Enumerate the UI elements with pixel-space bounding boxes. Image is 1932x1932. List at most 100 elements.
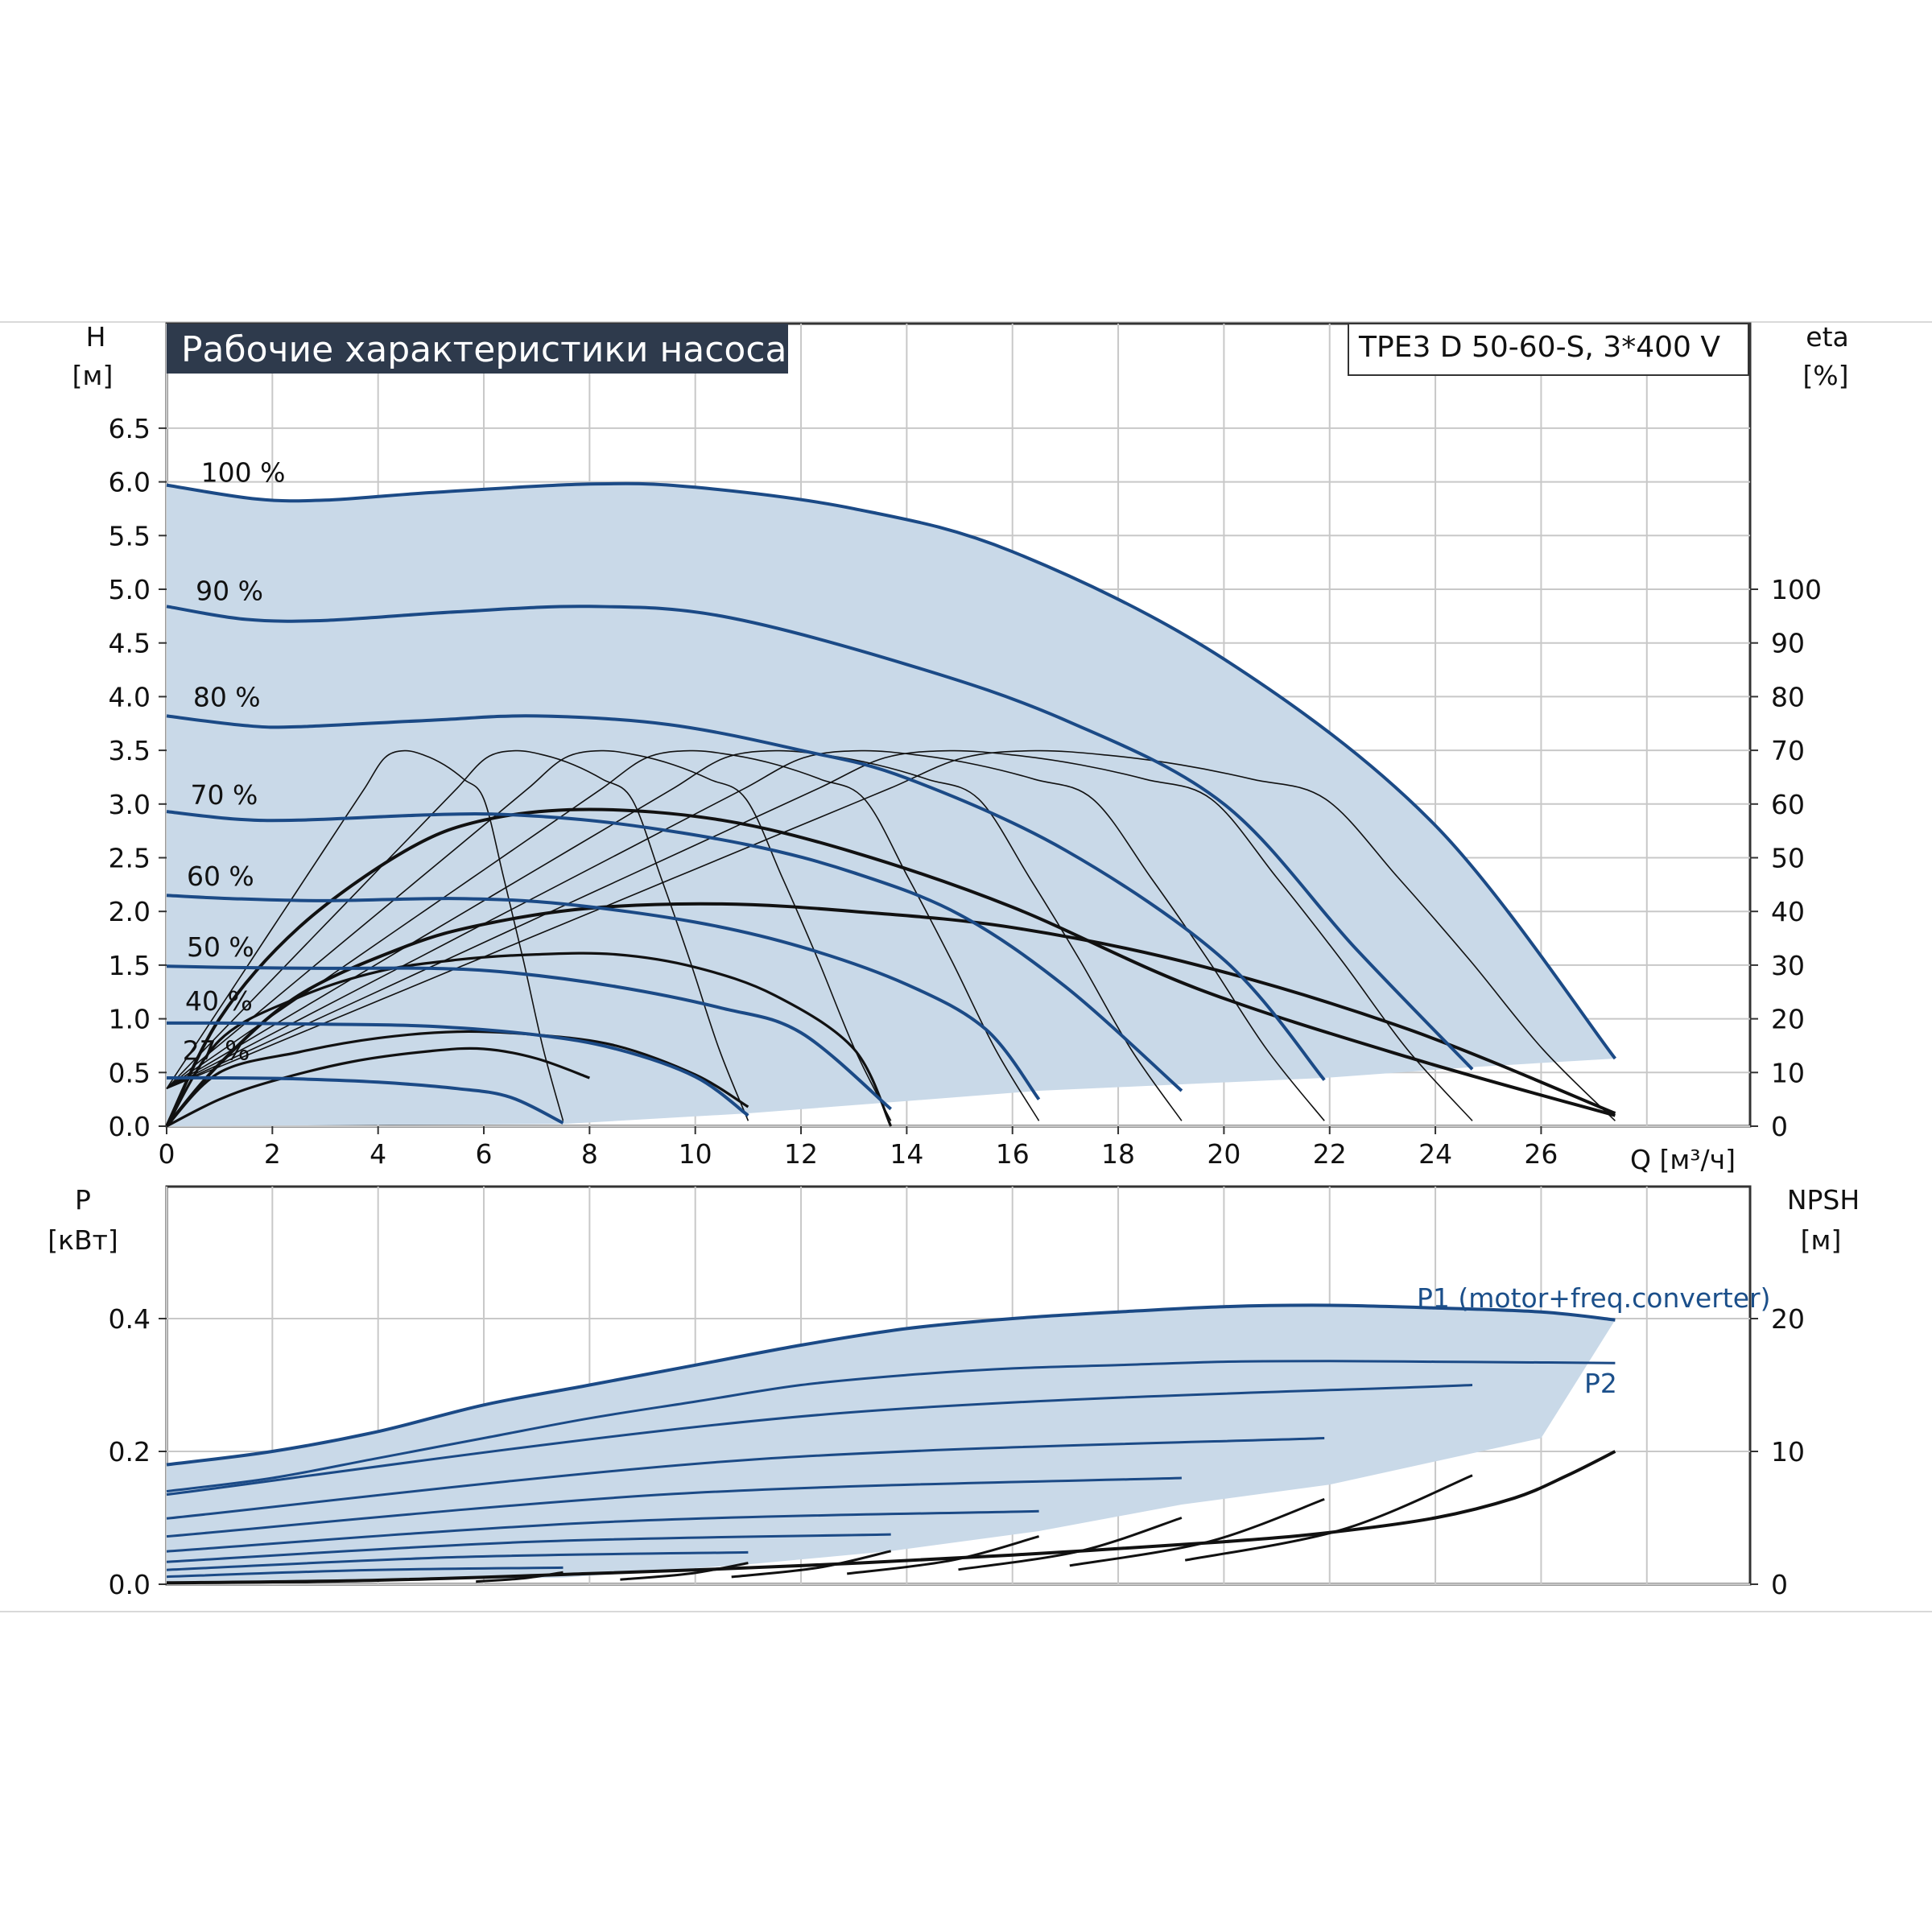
speed-label: 70 % (191, 779, 258, 811)
head-curve (166, 810, 1183, 1092)
y-tick-label: 2.0 (109, 896, 151, 927)
npsh-curve-part-speed (731, 1550, 892, 1579)
speed-label: 60 % (187, 861, 254, 892)
npsh-curve-part-speed (620, 1562, 749, 1581)
power-envelope (167, 1305, 1616, 1584)
head-curve (166, 1021, 749, 1117)
speed-labels: 100 % 90 % 80 % 70 % 60 % 50 % 40 % 27 % (183, 457, 286, 1067)
npsh-tick-label: 20 (1771, 1303, 1805, 1335)
x-tick-label: 2 (264, 1138, 281, 1170)
power-curve-part-speed (166, 1550, 749, 1571)
npsh-tick-label: 0 (1771, 1569, 1788, 1600)
h-axis-label: H (86, 321, 106, 353)
power-curve-part-speed (166, 1533, 891, 1563)
iso-efficiency-arc (166, 749, 1616, 1121)
x-tick-label: 10 (679, 1138, 712, 1170)
y-tick-label: 5.5 (109, 520, 151, 551)
efficiency-curve (165, 1030, 749, 1128)
efficiency-curve (165, 807, 1616, 1127)
iso-efficiency-arc (166, 749, 749, 1121)
speed-label: 90 % (196, 575, 263, 606)
iso-efficiency-arc (166, 749, 1183, 1121)
npsh-curve-part-speed (847, 1535, 1039, 1575)
power-curve-part-speed (166, 1566, 564, 1579)
iso-efficiency-arc (166, 749, 1040, 1121)
head-curve (166, 964, 892, 1111)
eta-tick-label: 30 (1771, 950, 1805, 981)
x-tick-label: 24 (1418, 1138, 1452, 1170)
npsh-curves (166, 1450, 1616, 1585)
npsh-axis-unit: [м] (1801, 1224, 1842, 1256)
bottom-axis-ticks: 0.0 0.2 0.4 0 10 20 (109, 1303, 1805, 1600)
npsh-curve-part-speed (958, 1517, 1183, 1571)
npsh-axis-label: NPSH (1787, 1184, 1860, 1216)
p1-legend-label: P1 (motor+freq.converter) (1417, 1282, 1770, 1314)
y-tick-label: 4.0 (109, 681, 151, 712)
p2-legend-label: P2 (1584, 1368, 1617, 1399)
power-npsh-plot: 0.0 0.2 0.4 0 10 20 P [кВт] NPSH [м] P1 (moto… (47, 1184, 1860, 1600)
iso-efficiency-arc (166, 749, 564, 1121)
h-axis-unit: [м] (72, 360, 114, 391)
eta-tick-label: 90 (1771, 628, 1805, 659)
chart-title: Рабочие характеристики насоса (181, 329, 786, 370)
efficiency-curve (165, 952, 893, 1127)
eta-tick-label: 20 (1771, 1004, 1805, 1035)
npsh-curve-part-speed (1184, 1474, 1473, 1562)
power-curve (166, 1360, 1616, 1492)
y-tick-label: 0.0 (109, 1111, 151, 1142)
speed-label: 40 % (185, 985, 253, 1017)
iso-efficiency-arc (166, 749, 1325, 1121)
y-tick-label: 3.5 (109, 735, 151, 766)
p-axis-label: P (75, 1184, 91, 1216)
p-axis-unit: [кВт] (47, 1224, 118, 1256)
x-tick-label: 12 (784, 1138, 818, 1170)
p-tick-label: 0.4 (109, 1303, 151, 1335)
speed-label: 80 % (193, 681, 261, 712)
p-tick-label: 0.0 (109, 1569, 151, 1600)
iso-efficiency-arc (166, 749, 1473, 1121)
power-curve-part-speed (166, 1509, 1039, 1553)
x-tick-label: 16 (996, 1138, 1030, 1170)
efficiency-curve (166, 1046, 590, 1128)
head-curve (166, 605, 1474, 1071)
head-curve (166, 1075, 564, 1125)
x-tick-label: 0 (159, 1138, 175, 1170)
x-tick-label: 22 (1313, 1138, 1347, 1170)
head-efficiency-plot: 100 % 90 % 80 % 70 % 60 % 50 % 40 % 27 % Рабочи… (72, 321, 1849, 1175)
eta-tick-label: 0 (1771, 1111, 1788, 1142)
q-axis-label: Q [м³/ч] (1630, 1144, 1736, 1175)
y-tick-label: 4.5 (109, 628, 151, 659)
y-tick-label: 5.0 (109, 574, 151, 605)
eta-tick-label: 60 (1771, 789, 1805, 820)
efficiency-curves (165, 749, 1616, 1128)
y-tick-label: 0.5 (109, 1057, 151, 1088)
head-curve (166, 714, 1326, 1081)
npsh-curve-part-speed (476, 1571, 564, 1583)
power-curves (166, 1303, 1616, 1579)
eta-tick-label: 100 (1771, 574, 1822, 605)
eta-tick-label: 50 (1771, 843, 1805, 874)
efficiency-curve (165, 902, 1616, 1128)
model-box (1348, 323, 1749, 376)
top-axis-ticks: 0 2 4 6 8 10 12 14 16 18 20 22 24 260.00.51.01.52.02.… (109, 413, 1822, 1170)
power-curve (166, 1303, 1616, 1467)
p-tick-label: 0.2 (109, 1436, 151, 1468)
y-tick-label: 3.0 (109, 789, 151, 820)
x-tick-label: 20 (1207, 1138, 1241, 1170)
x-tick-label: 18 (1101, 1138, 1135, 1170)
y-tick-label: 1.5 (109, 950, 151, 981)
y-tick-label: 6.0 (109, 467, 151, 498)
x-tick-label: 6 (476, 1138, 493, 1170)
eta-axis-unit: [%] (1802, 360, 1848, 391)
x-tick-label: 8 (581, 1138, 598, 1170)
npsh-tick-label: 10 (1771, 1436, 1805, 1468)
speed-label: 100 % (201, 457, 286, 489)
y-tick-label: 6.5 (109, 413, 151, 444)
eta-tick-label: 40 (1771, 896, 1805, 927)
npsh-curve (166, 1450, 1616, 1585)
model-label: TPE3 D 50-60-S, 3*400 V (1358, 331, 1720, 364)
eta-tick-label: 10 (1771, 1057, 1805, 1088)
x-tick-label: 26 (1524, 1138, 1558, 1170)
operating-envelope (167, 483, 1616, 1126)
